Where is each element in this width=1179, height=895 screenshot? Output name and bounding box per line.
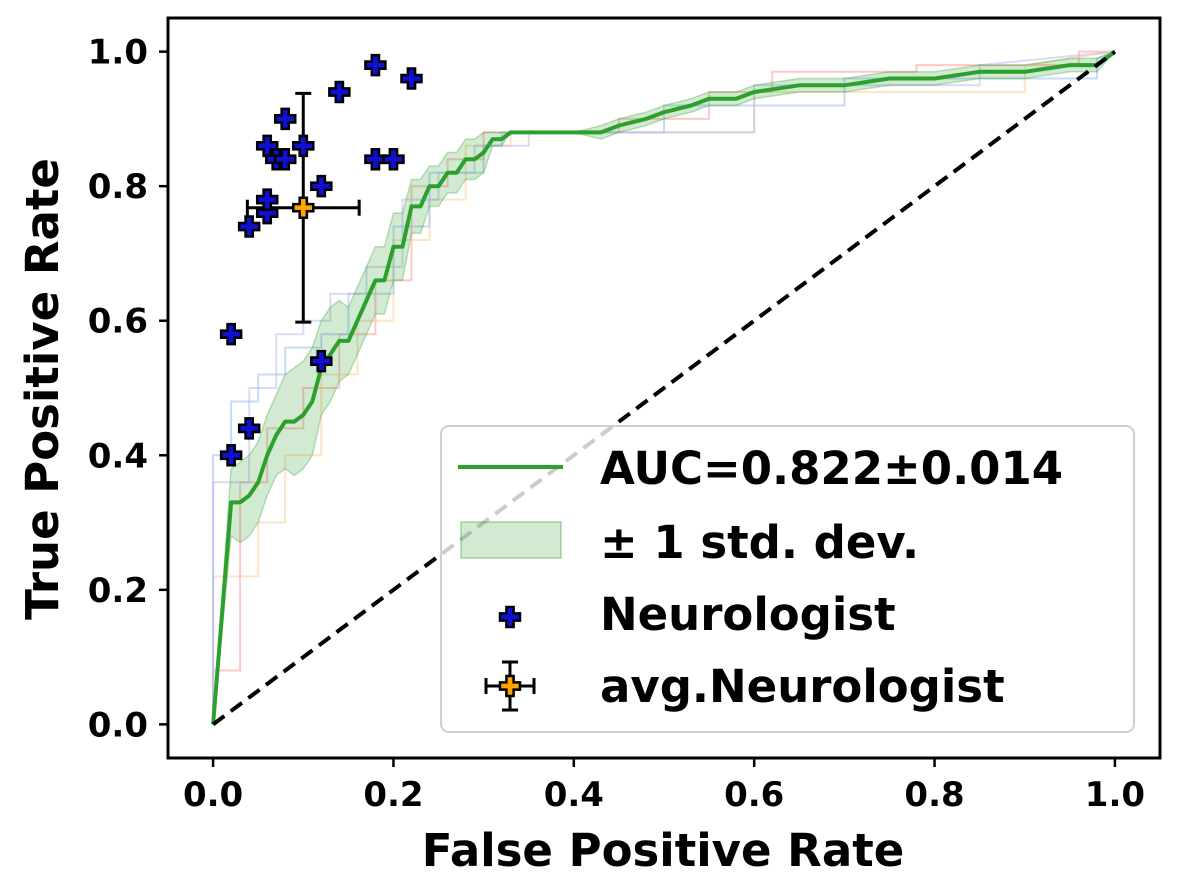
neurologist-point [273,148,297,171]
neurologist-point [382,148,405,171]
neurologist-point [400,67,423,90]
y-axis-ticks: 0.0 0.2 0.4 0.6 0.8 1.0 [88,33,168,745]
x-tick-label: 0.8 [904,775,964,815]
y-tick-label: 0.4 [88,436,148,476]
legend: AUC=0.822±0.014 ± 1 std. dev. Neurologis… [440,425,1135,733]
neurologist-point [364,148,387,171]
y-tick-label: 0.6 [88,302,148,342]
legend-box [440,425,1135,733]
neurologist-point [292,134,315,158]
legend-neurologist-plus [498,605,522,629]
x-axis-label: False Positive Rate [422,824,904,877]
neurologist-point [310,349,333,373]
neurologist-point [255,188,279,211]
x-tick-label: 1.0 [1085,775,1145,815]
neurologist-point [273,107,297,131]
mean-roc-line [211,49,1117,725]
neurologist-point [237,417,261,440]
y-tick-label: 1.0 [88,33,148,73]
y-tick-label: 0.2 [88,571,148,611]
y-tick-label: 0.8 [88,167,148,207]
fold-curve-3 [212,50,1115,725]
avg-neurologist-point [292,196,315,219]
x-tick-label: 0.6 [724,775,784,815]
legend-label-avg-neurologist: avg.Neurologist [600,660,1005,713]
neurologist-point [328,80,351,104]
legend-label-std: ± 1 std. dev. [600,516,919,569]
neurologist-point [310,174,333,198]
chance-diagonal-line [211,50,1117,726]
neurologist-point [364,53,387,77]
neurologist-point [237,215,261,238]
neurologist-point [219,322,243,346]
x-tick-label: 0.0 [183,775,243,815]
y-axis-label: True Positive Rate [16,158,69,620]
legend-label-auc: AUC=0.822±0.014 [600,442,1063,495]
y-tick-label: 0.0 [88,705,148,745]
legend-avg-neurologist-marker [484,660,536,712]
legend-avg-plus [498,674,522,698]
plot-area [211,49,1117,726]
fold-curve-2 [212,50,1116,725]
x-tick-label: 0.4 [544,775,604,815]
x-axis-ticks: 0.0 0.2 0.4 0.6 0.8 1.0 [183,758,1145,815]
plot-frame [166,16,1162,760]
legend-band-swatch [460,521,562,559]
x-tick-label: 0.2 [363,775,423,815]
legend-neurologist-marker [498,605,522,629]
legend-label-neurologist: Neurologist [600,588,896,641]
neurologist-point [219,444,243,467]
